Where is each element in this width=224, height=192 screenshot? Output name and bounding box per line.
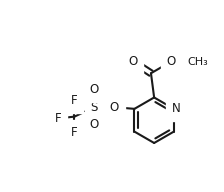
- Text: F: F: [71, 126, 78, 139]
- Text: O: O: [110, 101, 119, 114]
- Text: S: S: [91, 101, 98, 114]
- Text: O: O: [90, 118, 99, 131]
- Text: CH₃: CH₃: [187, 57, 208, 67]
- Text: O: O: [166, 55, 176, 68]
- Text: O: O: [128, 55, 138, 68]
- Text: F: F: [55, 112, 62, 125]
- Text: O: O: [90, 83, 99, 96]
- Text: N: N: [172, 102, 181, 115]
- Text: F: F: [71, 94, 78, 107]
